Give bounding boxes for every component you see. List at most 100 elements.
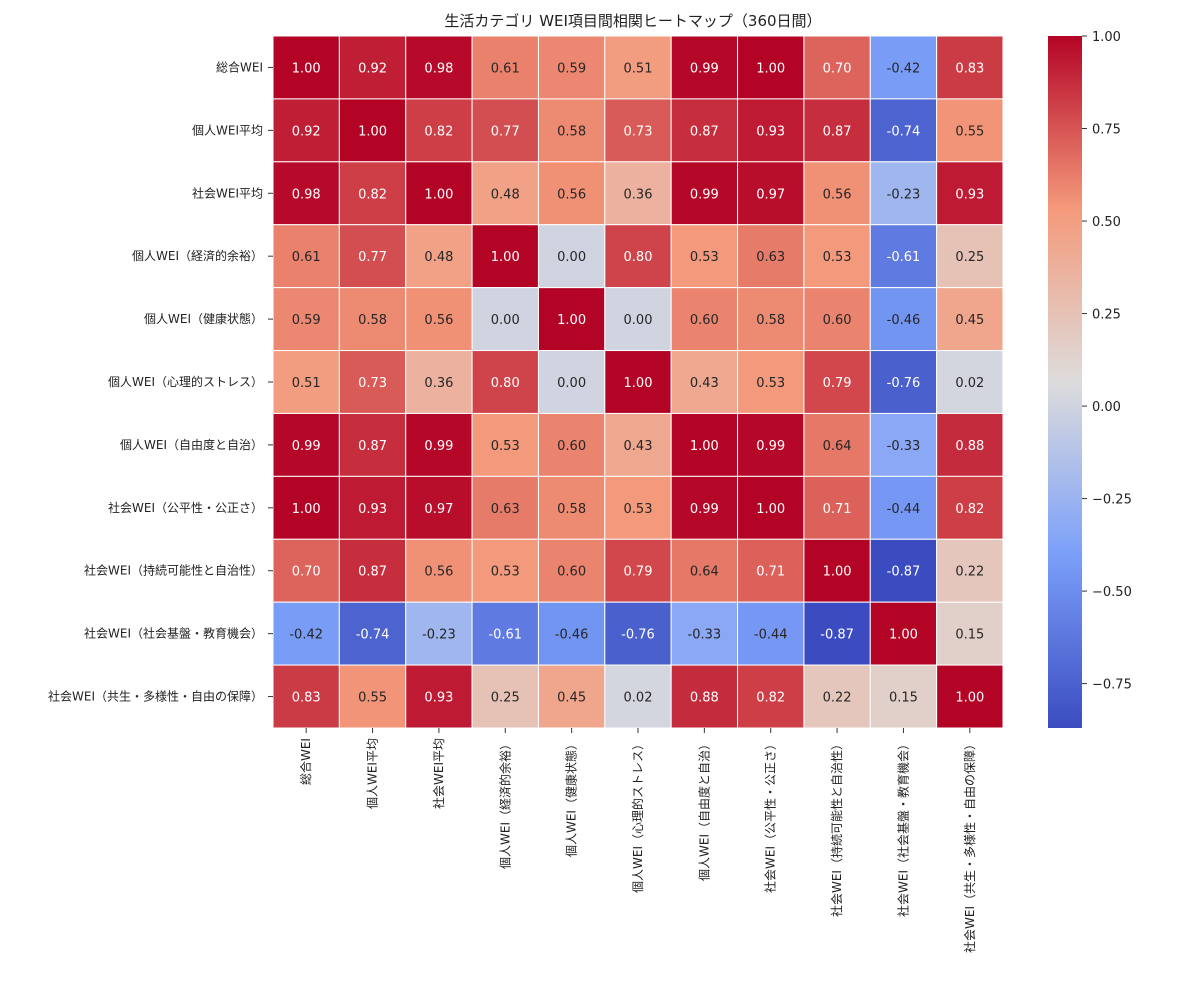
row-label: 社会WEI（共生・多様性・自由の保障） [48, 689, 263, 704]
heatmap-cell [272, 601, 340, 666]
heatmap-cell [936, 35, 1004, 100]
cell-value-label: 0.00 [557, 250, 586, 265]
cell-value-label: 0.77 [358, 250, 387, 265]
heatmap-cell [471, 538, 539, 603]
cell-value-label: -0.42 [289, 628, 323, 643]
heatmap-cell [803, 412, 871, 477]
row-label: 個人WEI（経済的余裕） [132, 248, 263, 263]
cell-value-label: 0.36 [424, 376, 453, 391]
cell-value-label: 0.87 [358, 439, 387, 454]
cell-value-label: 0.56 [424, 565, 453, 580]
cell-value-label: 1.00 [292, 502, 321, 517]
heatmap-cell [803, 350, 871, 414]
heatmap-cell [936, 224, 1004, 289]
cell-value-label: 0.70 [292, 565, 321, 580]
cell-value-label: 0.88 [955, 439, 984, 454]
heatmap-cell [537, 475, 606, 540]
heatmap-cell [869, 412, 938, 477]
heatmap-cell [803, 538, 871, 603]
heatmap-cell [537, 224, 606, 289]
cell-value-label: 0.53 [491, 565, 520, 580]
heatmap-cell [405, 412, 473, 477]
cell-value-label: 0.48 [424, 250, 453, 265]
cell-value-label: 0.53 [491, 439, 520, 454]
column-label: 社会WEI（社会基盤・教育機会） [895, 738, 910, 917]
heatmap-cell [405, 35, 473, 100]
cell-value-label: 0.99 [292, 439, 321, 454]
cell-value-label: -0.23 [887, 187, 921, 202]
heatmap-cell [869, 98, 938, 163]
heatmap-cell [803, 98, 871, 163]
cell-value-label: -0.42 [887, 61, 921, 76]
column-label: 個人WEI（心理的ストレス） [630, 738, 645, 893]
cell-value-label: 0.58 [756, 313, 785, 328]
cell-value-label: 0.53 [823, 250, 852, 265]
column-label: 個人WEI（自由度と自治） [696, 738, 711, 881]
cell-value-label: 0.45 [557, 691, 586, 706]
cell-value-label: 0.97 [424, 502, 453, 517]
cell-value-label: 0.87 [690, 124, 719, 139]
colorbar-tick-label: −0.25 [1092, 493, 1132, 508]
cell-value-label: 0.80 [491, 376, 520, 391]
heatmap-cell [272, 161, 340, 226]
heatmap-cell [272, 287, 340, 352]
heatmap-cell [604, 601, 672, 666]
cell-value-label: 0.93 [358, 502, 387, 517]
column-label: 社会WEI平均 [431, 738, 446, 809]
heatmap-cell [737, 538, 805, 603]
cell-value-label: 0.92 [292, 124, 321, 139]
cell-value-label: -0.87 [820, 628, 854, 643]
colorbar-tick-label: 1.00 [1092, 30, 1121, 45]
column-label: 社会WEI（持続可能性と自治性） [829, 738, 844, 917]
heatmap-cell [604, 664, 672, 729]
heatmap-cell [869, 287, 938, 352]
cell-value-label: 0.73 [624, 124, 653, 139]
cell-value-label: 0.83 [292, 691, 321, 706]
cell-value-label: 1.00 [424, 187, 453, 202]
cell-value-label: 0.58 [557, 502, 586, 517]
cell-value-label: -0.76 [621, 628, 655, 643]
cell-value-label: 0.58 [358, 313, 387, 328]
cell-value-label: 0.25 [955, 250, 984, 265]
cell-value-label: 0.82 [424, 124, 453, 139]
cell-value-label: 0.83 [955, 61, 984, 76]
cell-value-label: 0.00 [491, 313, 520, 328]
heatmap-cell [670, 475, 739, 540]
cell-value-label: 0.93 [955, 187, 984, 202]
heatmap-cell [604, 98, 672, 163]
cell-value-label: 0.36 [624, 187, 653, 202]
heatmap-cell [803, 601, 871, 666]
cell-value-label: 0.56 [557, 187, 586, 202]
cell-value-label: 0.82 [358, 187, 387, 202]
cell-value-label: -0.46 [887, 313, 921, 328]
cell-value-label: -0.33 [887, 439, 921, 454]
heatmap-cell [936, 412, 1004, 477]
heatmap-cell [338, 287, 407, 352]
heatmap-cell [670, 224, 739, 289]
cell-value-label: 0.93 [424, 691, 453, 706]
heatmap-cell [604, 350, 672, 414]
cell-value-label: 0.99 [424, 439, 453, 454]
cell-value-label: 1.00 [557, 313, 586, 328]
heatmap-cell [272, 98, 340, 163]
cell-value-label: 0.60 [823, 313, 852, 328]
heatmap-cell [737, 35, 805, 100]
column-label: 社会WEI（共生・多様性・自由の保障） [962, 738, 977, 953]
cell-value-label: 0.98 [292, 187, 321, 202]
cell-value-label: 0.99 [690, 502, 719, 517]
heatmap-cell [272, 412, 340, 477]
heatmap-cell [338, 664, 407, 729]
heatmap-cell [869, 224, 938, 289]
cell-value-label: 0.99 [756, 439, 785, 454]
cell-value-label: 0.60 [557, 565, 586, 580]
colorbar-tick-label: −0.50 [1092, 585, 1132, 600]
heatmap-cell [604, 224, 672, 289]
cell-value-label: 0.61 [491, 61, 520, 76]
cell-value-label: 0.22 [955, 565, 984, 580]
column-label: 個人WEI（経済的余裕） [497, 738, 512, 869]
cell-value-label: 0.80 [624, 250, 653, 265]
heatmap-cell [869, 35, 938, 100]
heatmap-cell [537, 664, 606, 729]
heatmap-cell [670, 161, 739, 226]
